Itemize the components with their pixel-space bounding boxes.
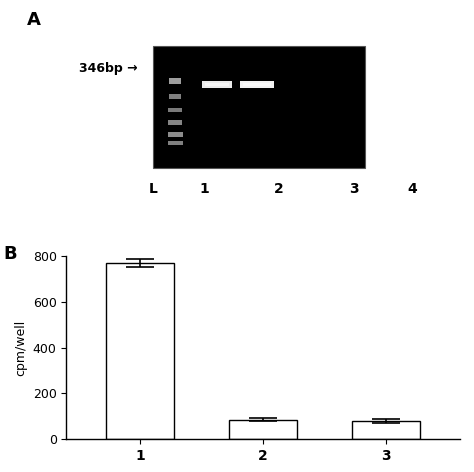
Bar [106, 263, 174, 439]
Bar [168, 141, 182, 145]
Bar [352, 421, 420, 439]
Text: L: L [148, 182, 157, 195]
Y-axis label: cpm/well: cpm/well [14, 320, 27, 376]
Bar [202, 81, 231, 88]
Bar [229, 420, 297, 439]
Text: 1: 1 [199, 182, 209, 195]
Bar [168, 120, 182, 125]
Bar [205, 83, 228, 86]
Bar [169, 77, 181, 84]
Text: 346bp →: 346bp → [79, 62, 137, 75]
Bar [153, 45, 365, 168]
Bar [240, 81, 274, 88]
Text: B: B [3, 245, 17, 263]
Text: 3: 3 [349, 182, 358, 195]
Bar [168, 108, 182, 112]
Text: 4: 4 [408, 182, 418, 195]
Text: A: A [27, 11, 41, 29]
Bar [244, 83, 271, 86]
Text: 2: 2 [274, 182, 283, 195]
Bar [169, 94, 181, 99]
Bar [168, 133, 182, 137]
